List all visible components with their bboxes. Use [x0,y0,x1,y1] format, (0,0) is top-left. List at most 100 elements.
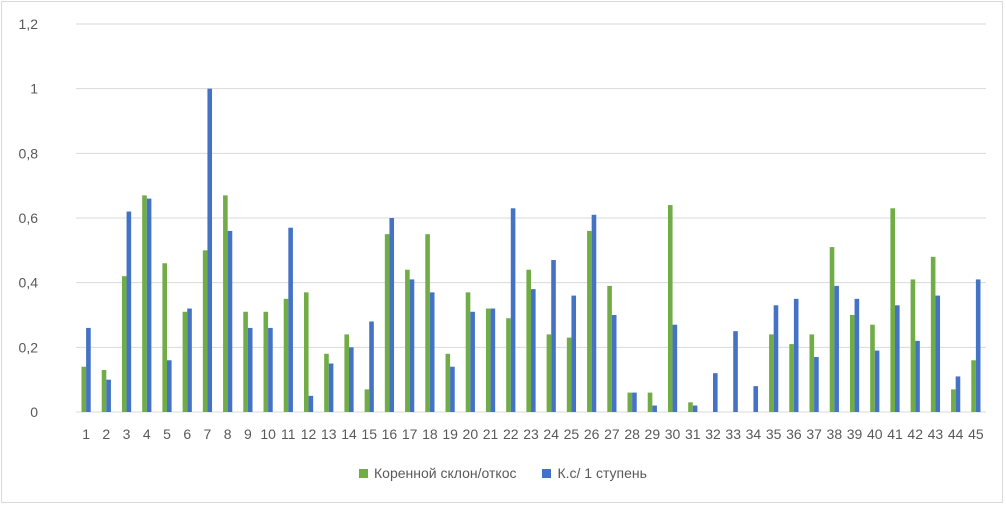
x-tick-label: 22 [503,426,519,442]
x-axis-ticks: 1 2 3 4 5 6 7 8 9 10 11 12 13 14 15 16 17 18 19 20 21 22 23 24 2… [82,426,984,442]
bar-series-2-cat-14 [349,347,354,412]
bar-series-1-cat-20 [465,292,471,412]
x-tick-label: 2 [102,426,110,442]
x-tick-label: 27 [604,426,620,442]
bar-series-2-cat-10 [268,327,273,412]
x-tick-label: 32 [705,426,721,442]
x-tick-label: 38 [827,426,843,442]
bar-series-1-cat-18 [425,234,430,412]
bar-series-2-cat-15 [369,321,374,412]
x-tick-label: 29 [645,426,661,442]
bar-series-2-cat-34 [753,386,759,412]
bar-series-1-cat-36 [789,344,794,412]
bar-series-2-cat-5 [167,360,172,412]
bar-series-2-cat-42 [915,340,920,412]
x-tick-label: 23 [523,426,539,442]
bar-series-2-cat-2 [106,379,111,412]
legend-label-series-1: Коренной склон/откос [374,465,517,481]
x-tick-label: 18 [422,426,438,442]
bar-series-1-cat-40 [870,324,875,412]
bar-series-1-cat-4 [142,195,147,412]
x-tick-label: 12 [301,426,317,442]
bar-series-2-cat-19 [450,366,455,412]
x-tick-label: 19 [442,426,458,442]
y-tick-label: 0,6 [19,210,39,226]
bar-series-1-cat-23 [526,269,531,412]
bar-series-1-cat-26 [587,230,592,412]
bar-series-1-cat-37 [809,334,815,412]
bar-series-2-cat-6 [187,308,192,412]
bar-series-1-cat-7 [202,250,208,412]
bar-series-1-cat-31 [688,402,693,412]
x-tick-label: 24 [543,426,559,442]
bar-series-1-cat-14 [344,334,349,412]
bar-series-1-cat-6 [182,311,188,412]
x-tick-label: 17 [402,426,418,442]
bar-series-2-cat-9 [247,327,253,412]
bar-series-2-cat-20 [470,311,475,412]
x-tick-label: 33 [725,426,741,442]
x-tick-label: 42 [907,426,923,442]
bar-series-1-cat-28 [627,392,633,412]
bar-series-1-cat-27 [607,285,612,412]
x-tick-label: 20 [463,426,479,442]
bar-series-2-cat-26 [591,214,597,412]
x-tick-label: 9 [244,426,252,442]
bar-series-2-cat-7 [207,88,213,413]
bar-series-1-cat-15 [364,389,370,412]
y-tick-label: 0,4 [19,275,39,291]
legend-item-series-2: К.с/ 1 ступень [542,465,647,481]
legend-label-series-2: К.с/ 1 ступень [557,465,647,481]
bar-series-1-cat-13 [324,353,329,412]
bar-series-2-cat-23 [531,289,536,412]
bar-series-2-cat-37 [814,357,819,412]
bar-series-2-cat-38 [834,285,839,412]
bar-series-2-cat-11 [288,227,293,412]
x-tick-label: 8 [224,426,232,442]
bar-series-1-cat-16 [384,234,390,412]
bar-series-2-cat-33 [733,331,738,412]
bar-series-1-cat-11 [283,298,289,412]
bar-series-2-cat-32 [713,373,718,412]
bar-series-2-cat-3 [126,211,132,412]
bar-series-1-cat-21 [485,308,491,412]
bar-series-1-cat-29 [647,392,653,412]
x-tick-label: 6 [183,426,191,442]
bar-series-1-cat-12 [303,292,309,412]
bar-series-2-cat-44 [955,376,961,412]
bar-series-1-cat-38 [829,247,835,412]
bar-series-1-cat-43 [930,256,936,412]
y-tick-label: 1 [30,81,38,97]
x-tick-label: 16 [382,426,398,442]
bar-series-1-cat-22 [506,318,511,412]
bar-series-2-cat-18 [429,292,435,412]
x-tick-label: 11 [281,426,296,442]
bar-series-2-cat-13 [328,363,334,412]
x-tick-label: 3 [123,426,131,442]
bar-series-1-cat-5 [162,263,167,412]
bar-series-1-cat-25 [566,337,572,412]
bar-series-1-cat-45 [971,360,976,412]
bar-series-1-cat-24 [546,334,552,412]
bar-series-2-cat-29 [652,405,657,412]
y-tick-label: 0,2 [19,339,39,355]
bar-series-1-cat-41 [890,208,895,412]
x-tick-label: 10 [260,426,276,442]
bar-series-1-cat-44 [951,389,956,412]
bar-series-2-cat-41 [895,305,900,412]
bar-series-2-cat-21 [490,308,496,412]
x-tick-label: 39 [847,426,863,442]
bar-series-1-cat-9 [243,311,248,412]
bar-series-1-cat-10 [263,311,269,412]
legend-swatch-series-2 [542,468,552,478]
bar-series-1-cat-17 [405,269,410,412]
x-tick-label: 1 [82,426,90,442]
legend-item-series-1: Коренной склон/откос [359,465,516,481]
bars [81,88,981,413]
x-tick-label: 25 [564,426,580,442]
x-tick-label: 4 [143,426,151,442]
bar-series-2-cat-30 [672,324,678,412]
bar-series-1-cat-1 [81,366,87,412]
bar-series-1-cat-19 [445,353,451,412]
